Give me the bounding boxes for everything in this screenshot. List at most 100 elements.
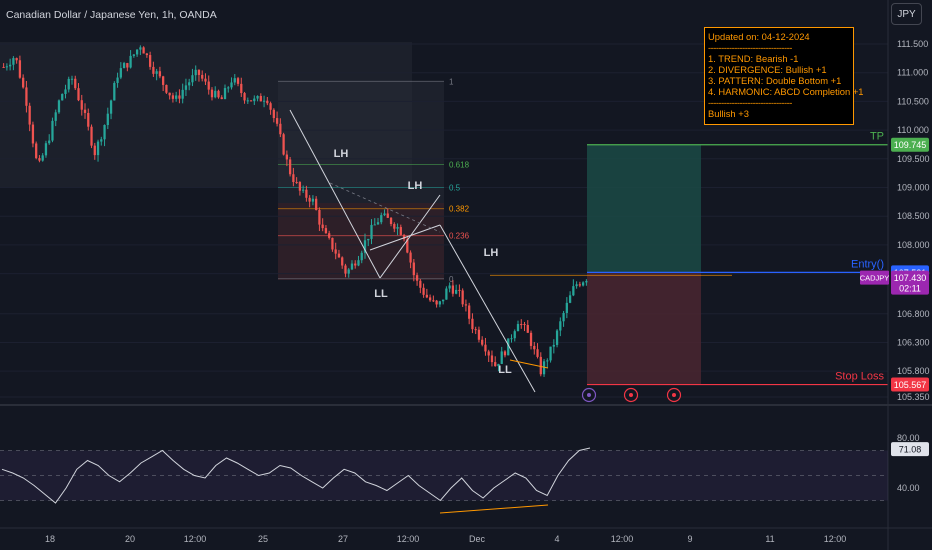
candle-body <box>396 227 399 229</box>
candle-body <box>552 344 555 347</box>
candle-body <box>64 89 67 94</box>
double-bottom-line <box>509 359 549 369</box>
candle-body <box>529 332 533 346</box>
candle-body <box>315 198 318 210</box>
candle-body <box>223 88 227 100</box>
candle-body <box>210 89 214 98</box>
candle-body <box>572 286 575 296</box>
candle-body <box>568 295 572 303</box>
rsi-divergence-line <box>439 504 549 514</box>
candle-body <box>249 100 253 102</box>
currency-button[interactable]: JPY <box>891 3 922 25</box>
candle-body <box>562 312 565 322</box>
candle-body <box>165 84 168 93</box>
candle-body <box>48 140 51 144</box>
candle-body <box>448 285 451 289</box>
lightning-icon-dot <box>587 393 591 397</box>
candle-body <box>168 92 171 96</box>
candle-body <box>308 197 311 202</box>
price-axis-label: 106.800 <box>897 309 930 319</box>
candle-body <box>585 281 588 283</box>
candle-body <box>419 280 422 288</box>
candle-body <box>243 93 246 101</box>
candle-body <box>435 300 438 305</box>
current-price-text: 107.430 <box>894 273 927 283</box>
candle-body <box>236 78 240 84</box>
countdown-text: 02:11 <box>899 284 921 294</box>
candle-body <box>87 112 90 127</box>
candle-body <box>412 262 415 276</box>
axis-level-tag <box>891 137 929 152</box>
candle-body <box>191 75 194 83</box>
info-separator-2: -------------------------------- <box>708 97 792 108</box>
take-profit-zone <box>587 144 701 273</box>
candle-body <box>494 362 497 367</box>
swing-label-lh: LH <box>484 247 499 259</box>
candle-body <box>331 237 334 250</box>
candle-body <box>406 239 409 253</box>
candle-body <box>70 78 74 80</box>
candle-body <box>503 351 507 356</box>
candle-body <box>311 198 315 202</box>
time-axis-label: 18 <box>45 534 55 544</box>
candle-body <box>536 349 539 357</box>
candle-body <box>520 324 523 326</box>
consolidation-zone <box>0 42 412 188</box>
candle-body <box>295 182 298 184</box>
candle-body <box>516 324 520 332</box>
candle-body <box>77 88 80 101</box>
candle-body <box>445 288 448 300</box>
analysis-info-box: Updated on: 04-12-2024 -----------------… <box>704 27 864 125</box>
time-axis-label: Dec <box>469 534 486 544</box>
time-axis-label: 4 <box>554 534 559 544</box>
level-label-1: Entry() <box>851 258 884 270</box>
fib-label: 0.618 <box>449 161 470 170</box>
candle-body <box>389 217 393 225</box>
candle-body <box>344 265 347 274</box>
candle-body <box>41 155 44 161</box>
info-line-trend: 1. TREND: Bearish -1 <box>708 53 799 64</box>
candle-body <box>380 215 383 223</box>
candle-body <box>458 289 461 291</box>
candle-body <box>282 134 285 155</box>
candle-body <box>487 351 490 356</box>
price-axis-label: 109.500 <box>897 154 930 164</box>
candle-body <box>441 299 445 302</box>
candle-body <box>409 252 412 263</box>
chart-title: Canadian Dollar / Japanese Yen, 1h, OAND… <box>6 9 217 21</box>
candle-body <box>360 252 363 261</box>
candle-body <box>214 90 217 98</box>
candle-body <box>363 240 367 253</box>
price-axis-label: 108.500 <box>897 211 930 221</box>
candle-body <box>145 53 149 56</box>
candle-body <box>383 213 386 216</box>
price-axis-label: 106.300 <box>897 337 930 347</box>
candle-body <box>54 112 57 121</box>
candle-body <box>181 89 184 99</box>
candle-body <box>555 330 559 345</box>
candle-body <box>230 82 233 88</box>
fib-label: 0.382 <box>449 205 470 214</box>
swing-label-lh: LH <box>408 180 423 192</box>
candle-body <box>162 76 165 85</box>
candle-body <box>425 294 428 298</box>
candle-body <box>393 224 396 229</box>
candle-body <box>119 68 122 78</box>
candle-body <box>523 324 526 326</box>
channel-line <box>379 194 441 279</box>
candle-body <box>155 71 158 74</box>
candle-body <box>451 285 455 294</box>
time-axis-label: 9 <box>687 534 692 544</box>
candle-body <box>126 63 129 68</box>
candle-body <box>559 321 562 331</box>
candle-body <box>432 300 435 302</box>
candle-body <box>578 284 582 286</box>
candle-body <box>80 100 83 110</box>
symbol-tag <box>860 270 889 285</box>
candle-body <box>61 93 64 101</box>
price-axis-label: 108.000 <box>897 240 930 250</box>
current-price-tag <box>891 270 929 295</box>
candle-body <box>386 213 389 218</box>
candle-body <box>51 120 54 141</box>
